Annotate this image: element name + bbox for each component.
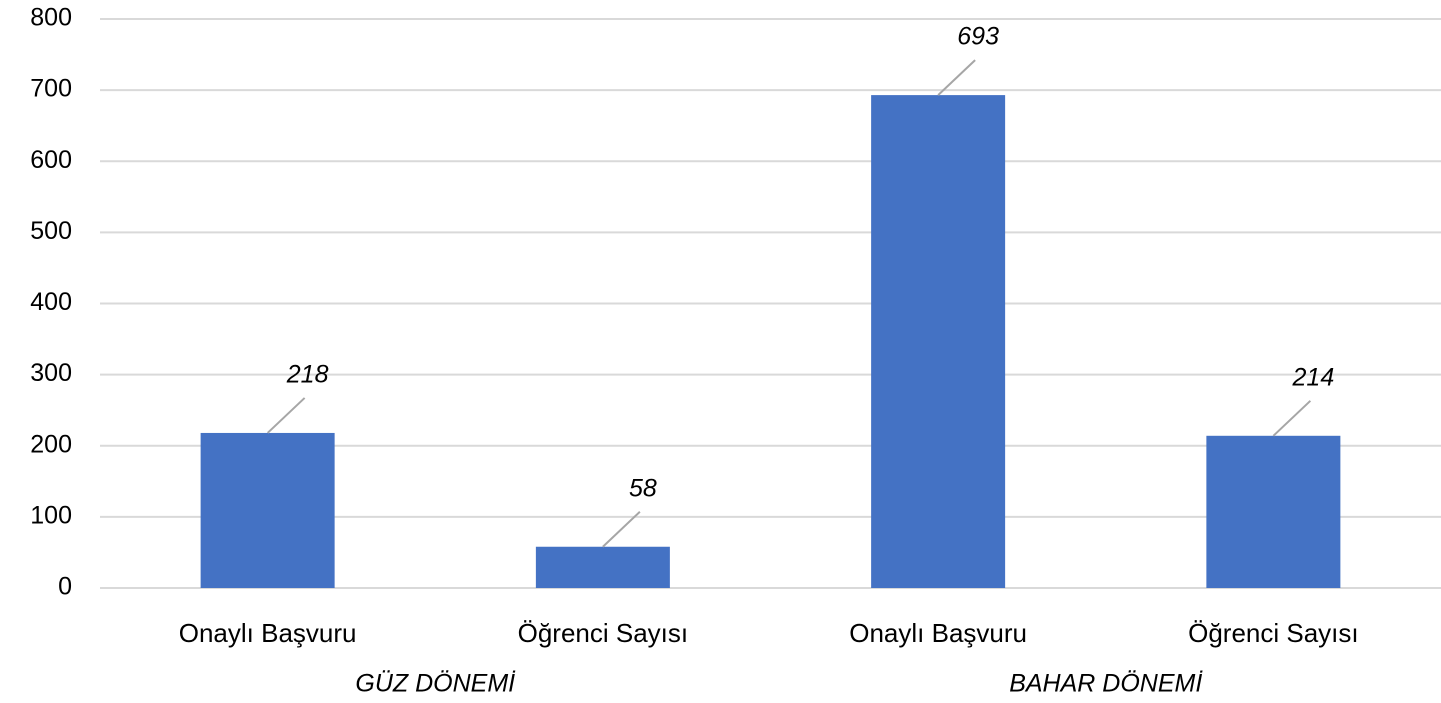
y-tick-label: 600 xyxy=(30,146,72,174)
y-tick-label: 800 xyxy=(30,4,72,32)
bar xyxy=(535,546,670,588)
data-label: 58 xyxy=(629,474,657,502)
leader-line xyxy=(1272,400,1312,437)
x-tick-label: Onaylı Başvuru xyxy=(849,618,1027,648)
y-tick-label: 100 xyxy=(30,501,72,529)
bar xyxy=(871,95,1006,588)
x-tick-label: Öğrenci Sayısı xyxy=(1188,618,1359,648)
group-label: BAHAR DÖNEMİ xyxy=(1009,670,1203,698)
data-label: 218 xyxy=(286,361,329,389)
bar xyxy=(200,432,335,588)
leader-line xyxy=(602,511,641,548)
y-tick-label: 500 xyxy=(30,217,72,245)
leader-line xyxy=(937,59,976,96)
data-label: 214 xyxy=(1292,363,1335,391)
leader-line xyxy=(266,397,306,434)
x-tick-label: Onaylı Başvuru xyxy=(179,618,357,648)
y-tick-label: 200 xyxy=(30,430,72,458)
data-label: 693 xyxy=(957,23,999,51)
bar xyxy=(1206,435,1341,588)
y-tick-label: 700 xyxy=(30,75,72,103)
x-tick-label: Öğrenci Sayısı xyxy=(518,618,689,648)
y-tick-label: 300 xyxy=(30,359,72,387)
group-label: GÜZ DÖNEMİ xyxy=(355,670,516,698)
y-tick-label: 400 xyxy=(30,288,72,316)
y-tick-label: 0 xyxy=(58,573,72,601)
